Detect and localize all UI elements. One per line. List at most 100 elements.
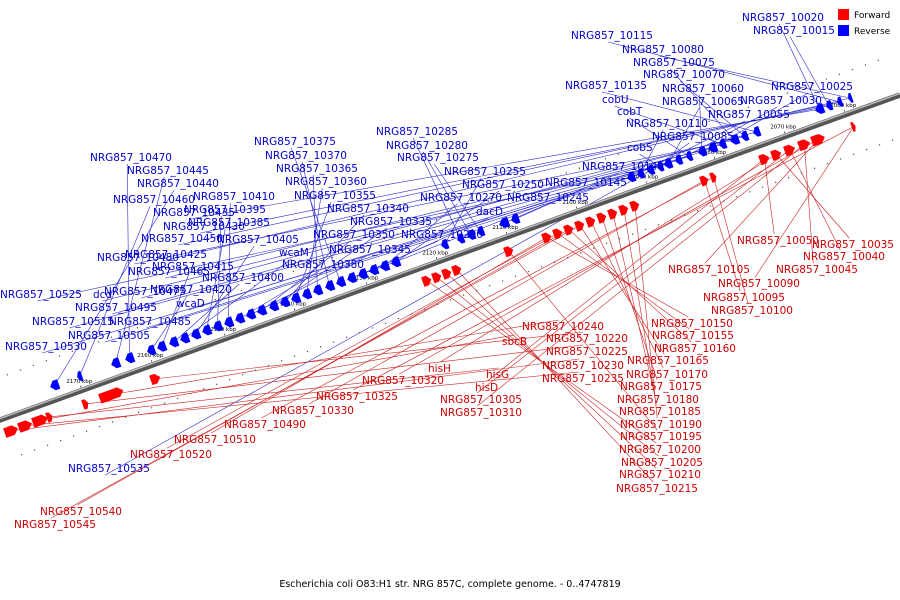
gene-arrow — [826, 100, 834, 111]
leader-line — [178, 101, 840, 246]
leader-line — [134, 139, 735, 265]
leader-line — [704, 180, 741, 292]
gene-label: NRG857_10080 — [622, 44, 704, 56]
leader-line — [704, 139, 819, 264]
gene-label: NRG857_10045 — [776, 264, 858, 276]
tick-label: 2090 kbp — [632, 174, 658, 180]
gene-features — [3, 92, 856, 438]
tick-label: 2130 kbp — [352, 276, 378, 282]
gene-arrow — [224, 316, 235, 328]
tick-label: 2150 kbp — [210, 327, 236, 333]
leader-line — [395, 190, 500, 263]
leader-line — [301, 161, 330, 287]
gene-arrow — [607, 208, 618, 220]
gene-label: NRG857_10465 — [128, 266, 210, 278]
leader-line — [713, 177, 749, 305]
genome-axis: 2060 kbp 2070 kbp 2080 kbp 2090 kbp 2100 kbp… — [0, 59, 900, 456]
gene-label: NRG857_10150 — [651, 318, 733, 330]
leader-line — [659, 55, 851, 99]
gene-label: NRG857_10280 — [386, 140, 468, 152]
gene-arrow — [815, 103, 826, 114]
gene-label: hisD — [475, 382, 498, 394]
gene-arrow — [81, 399, 89, 410]
legend-reverse-swatch — [838, 25, 849, 36]
leader-line — [678, 106, 778, 161]
gene-label: NRG857_10025 — [771, 81, 853, 93]
gene-label: NRG857_10420 — [150, 284, 232, 296]
gene-arrow — [686, 150, 694, 162]
genome-caption: Escherichia coli O83:H1 str. NRG 857C, c… — [279, 579, 620, 590]
gene-label: NRG857_10255 — [444, 166, 526, 178]
gene-label: NRG857_10065 — [662, 96, 744, 108]
legend: Forward Reverse — [838, 9, 891, 37]
gene-arrow — [431, 272, 442, 284]
gene-arrow — [797, 139, 810, 152]
gene-label: NRG857_10275 — [397, 152, 479, 164]
gene-arrow — [269, 300, 280, 312]
leader-line — [77, 229, 570, 506]
leader-line — [105, 176, 632, 343]
gene-label: NRG857_10085 — [652, 131, 734, 143]
leader-line — [456, 269, 654, 483]
leader-line — [42, 173, 641, 354]
gene-arrow — [637, 167, 646, 179]
gene-arrow — [477, 225, 486, 237]
leader-line — [11, 358, 580, 432]
gene-label: NRG857_10100 — [711, 305, 793, 317]
leader-line — [309, 180, 705, 405]
gene-label: NRG857_10050 — [737, 235, 819, 247]
gene-label: NRG857_10365 — [276, 163, 358, 175]
leader-line — [712, 92, 809, 149]
leader-line — [155, 331, 584, 380]
gene-label: NRG857_10095 — [703, 292, 785, 304]
gene-arrow — [770, 149, 782, 161]
gene-label: sbcB — [502, 336, 527, 348]
leader-line — [195, 245, 255, 335]
leader-line — [601, 217, 658, 381]
gene-label: NRG857_10475 — [104, 286, 186, 298]
gene-label: NRG857_10515 — [32, 316, 114, 328]
gene-arrow — [191, 328, 202, 340]
gene-label: cobT — [617, 106, 643, 118]
leader-line — [161, 272, 190, 347]
gene-label: NRG857_10535 — [68, 463, 150, 475]
leader-line — [51, 225, 581, 519]
gene-label: cobU — [602, 94, 629, 106]
gene-label: wcaD — [176, 298, 205, 310]
gene-label: NRG857_10115 — [571, 30, 653, 42]
gene-label: hisH — [428, 363, 451, 375]
leader-line — [477, 144, 805, 407]
gene-label: NRG857_10540 — [40, 506, 122, 518]
gene-label: NRG857_10405 — [217, 234, 299, 246]
gene-arrow — [111, 357, 122, 369]
gene-label: NRG857_10015 — [753, 25, 835, 37]
gene-label: NRG857_10375 — [254, 136, 336, 148]
gene-label: NRG857_10245 — [507, 192, 589, 204]
gene-arrow — [627, 171, 637, 183]
leader-line — [40, 334, 515, 421]
gene-label: NRG857_10335 — [350, 216, 432, 228]
gene-arrow — [441, 268, 452, 280]
gene-label: NRG857_10145 — [545, 177, 627, 189]
leader-line — [25, 371, 580, 427]
leader-line — [162, 97, 851, 262]
leader-line — [568, 229, 692, 343]
leader-line — [789, 149, 841, 251]
leader-line — [126, 163, 130, 359]
gene-arrow — [451, 265, 462, 277]
gene-arrow — [552, 228, 563, 240]
gene-arrow — [699, 175, 709, 187]
gene-label: NRG857_10310 — [440, 407, 522, 419]
leader-line — [623, 209, 657, 406]
gene-label: NRG857_10075 — [633, 57, 715, 69]
gene-arrow — [358, 268, 369, 280]
gene-label: NRG857_10035 — [812, 239, 894, 251]
leader-line — [173, 283, 240, 343]
gene-arrow — [457, 232, 466, 244]
gene-label: NRG857_10345 — [329, 244, 411, 256]
legend-reverse-label: Reverse — [854, 27, 891, 37]
gene-label: NRG857_10020 — [742, 12, 824, 24]
gene-label: NRG857_10135 — [565, 80, 647, 92]
gene-arrow — [77, 370, 84, 382]
gene-arrow — [563, 224, 574, 236]
